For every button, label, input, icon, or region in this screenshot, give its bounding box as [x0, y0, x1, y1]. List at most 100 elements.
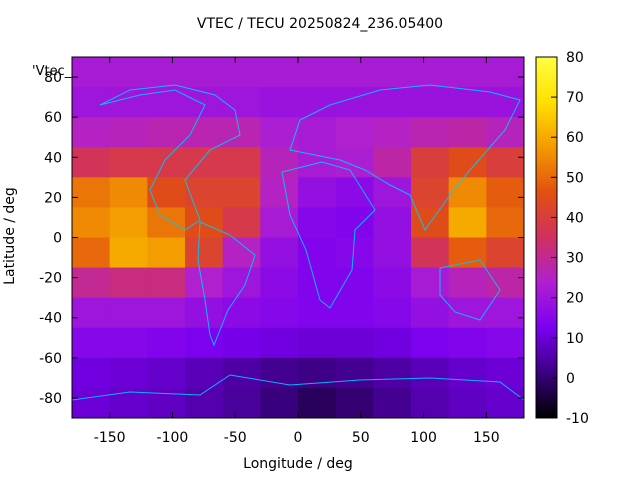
heatmap-cell: [411, 267, 450, 299]
heatmap-cell: [147, 267, 186, 299]
heatmap-cell: [335, 147, 374, 178]
colorbar-tick-label: 0: [566, 371, 575, 387]
heatmap-cell: [260, 147, 299, 178]
heatmap-cell: [222, 117, 261, 148]
heatmap-cell: [222, 237, 261, 269]
heatmap-cell: [373, 387, 412, 419]
y-tick-label: 40: [44, 150, 62, 166]
heatmap-cell: [486, 117, 525, 148]
heatmap-cell: [448, 357, 487, 389]
heatmap-cell: [147, 327, 186, 359]
x-axis: -150 -100 -50 0 50 100 150: [94, 57, 500, 446]
heatmap-cell: [373, 357, 412, 389]
coastline-eurasia: [289, 84, 521, 232]
heatmap-cell: [222, 147, 261, 178]
heatmap-cell: [335, 237, 374, 269]
heatmap-cell: [411, 147, 450, 178]
heatmap-cell: [486, 297, 525, 329]
heatmap-cell: [185, 357, 224, 389]
heatmap-cell: [185, 387, 224, 419]
heatmap-cell: [448, 147, 487, 178]
heatmap-cell: [147, 207, 186, 238]
x-tick-label: -50: [224, 430, 247, 446]
heatmap-cell: [486, 327, 525, 359]
heatmap-cell: [298, 327, 337, 359]
colorbar-tick-label: 80: [566, 50, 584, 66]
heatmap-cell: [109, 267, 148, 299]
colorbar-tick-label: 30: [566, 251, 584, 267]
heatmap-cell: [260, 297, 299, 329]
heatmap-cell: [109, 57, 148, 88]
heatmap-cell: [260, 117, 299, 148]
heatmap-cell: [298, 207, 337, 238]
heatmap-cell: [260, 87, 299, 118]
colorbar-tick-label: 10: [566, 331, 584, 347]
heatmap-cell: [448, 387, 487, 419]
heatmap-cell: [185, 147, 224, 178]
y-axis-label: Latitude / deg: [2, 187, 18, 285]
x-axis-label: Longitude / deg: [243, 456, 353, 472]
heatmap-cell: [260, 237, 299, 269]
heatmap-cell: [373, 327, 412, 359]
heatmap-cell: [147, 147, 186, 178]
heatmap-cell: [373, 207, 412, 238]
heatmap-cell: [373, 177, 412, 208]
heatmap-cell: [335, 57, 374, 88]
colorbar-axis: -10 0 10 20 30 40 50 60 70 80: [551, 50, 589, 427]
heatmap-cell: [411, 87, 450, 118]
y-tick-label: 20: [44, 190, 62, 206]
heatmap-cell: [72, 177, 111, 208]
heatmap-cell: [298, 267, 337, 299]
heatmap-cell: [298, 147, 337, 178]
heatmap-cell: [448, 207, 487, 238]
heatmap-cell: [298, 117, 337, 148]
heatmap-cell: [72, 57, 111, 88]
heatmap-cell: [335, 207, 374, 238]
heatmap-cell: [185, 87, 224, 118]
x-tick-label: 0: [294, 430, 303, 446]
heatmap-cell: [109, 297, 148, 329]
heatmap-cell: [298, 387, 337, 419]
plot-area-frame: [71, 56, 525, 419]
heatmap-cell: [486, 237, 525, 269]
heatmap-cell: [298, 237, 337, 269]
heatmap-cell: [185, 117, 224, 148]
heatmap-cell: [298, 177, 337, 208]
y-axis: -80 -60 -40 -20 0 20 40 60 80: [39, 70, 524, 407]
heatmap-cell: [448, 117, 487, 148]
heatmap-cell: [411, 327, 450, 359]
heatmap-cell: [335, 357, 374, 389]
heatmap-cell: [411, 207, 450, 238]
y-tick-label: 80: [44, 70, 62, 86]
y-tick-label: -20: [39, 271, 62, 287]
heatmap-cell: [411, 357, 450, 389]
heatmap-cell: [373, 237, 412, 269]
heatmap-cell: [486, 267, 525, 299]
heatmap-cell: [486, 177, 525, 208]
heatmap-cell: [411, 177, 450, 208]
heatmap-cell: [411, 237, 450, 269]
heatmap-cell: [448, 57, 487, 88]
heatmap-cell: [72, 87, 111, 118]
heatmap-cell: [109, 237, 148, 269]
heatmap-cell: [109, 327, 148, 359]
coastline-antarctica: [71, 374, 525, 401]
heatmap-cell: [335, 87, 374, 118]
heatmap-cell: [486, 207, 525, 238]
heatmap-cell: [72, 207, 111, 238]
heatmap-cell: [298, 87, 337, 118]
heatmap-cell: [109, 147, 148, 178]
colorbar-tick-label: 70: [566, 90, 584, 106]
heatmap-cell: [147, 177, 186, 208]
heatmap-cell: [72, 357, 111, 389]
heatmap-cell: [147, 117, 186, 148]
colorbar: [535, 56, 558, 419]
heatmap-cell: [411, 117, 450, 148]
chart-title: VTEC / TECU 20250824_236.05400: [196, 16, 444, 32]
heatmap-cell: [109, 357, 148, 389]
heatmap-cell: [298, 57, 337, 88]
heatmap-cell: [448, 327, 487, 359]
heatmap-cell: [222, 57, 261, 88]
heatmap-cell: [448, 237, 487, 269]
